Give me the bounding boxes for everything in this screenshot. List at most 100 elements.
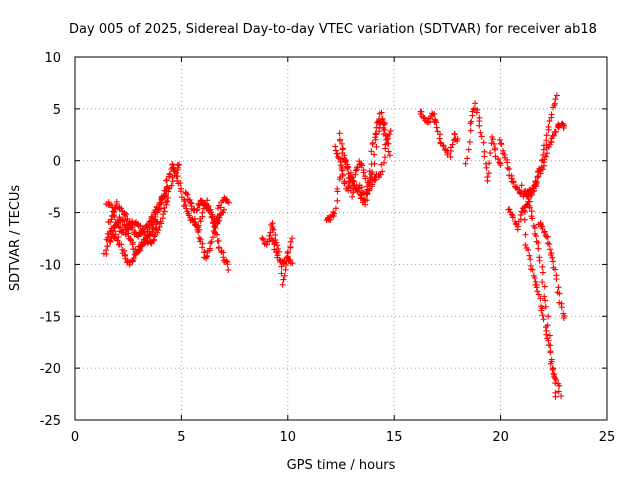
data-point xyxy=(166,185,173,192)
data-point xyxy=(206,245,213,252)
data-point xyxy=(107,237,114,244)
data-point xyxy=(539,263,546,270)
data-point xyxy=(549,254,556,261)
data-point xyxy=(161,208,168,215)
data-point xyxy=(544,233,551,240)
data-point xyxy=(278,263,285,270)
data-point xyxy=(109,212,116,219)
data-point xyxy=(495,155,502,162)
data-point xyxy=(183,205,190,212)
data-point xyxy=(111,208,118,215)
data-point xyxy=(465,146,472,153)
data-point xyxy=(339,172,346,179)
data-point xyxy=(275,248,282,255)
data-point xyxy=(535,239,542,246)
data-point xyxy=(539,312,546,319)
series-sat-l xyxy=(336,109,390,200)
data-point xyxy=(547,251,554,258)
data-point xyxy=(283,262,290,268)
data-point xyxy=(378,116,385,123)
data-point xyxy=(556,382,563,389)
data-point xyxy=(541,293,548,300)
x-tick-label: 25 xyxy=(599,430,616,445)
data-point xyxy=(520,193,527,200)
data-point xyxy=(373,131,380,138)
data-point xyxy=(545,123,552,130)
data-point xyxy=(504,164,511,171)
data-point xyxy=(436,135,443,142)
data-point xyxy=(546,332,553,339)
data-point xyxy=(506,206,513,213)
data-point xyxy=(352,167,359,174)
data-point xyxy=(341,152,348,159)
data-point xyxy=(130,255,137,262)
data-point xyxy=(476,122,483,129)
data-point xyxy=(335,153,342,160)
data-point xyxy=(481,153,488,160)
data-point xyxy=(373,143,380,150)
data-point xyxy=(462,160,469,167)
data-point xyxy=(486,160,493,167)
data-point xyxy=(221,206,228,213)
data-point xyxy=(181,198,188,205)
data-point xyxy=(433,119,440,126)
data-point xyxy=(103,247,110,254)
data-point xyxy=(149,229,156,236)
data-point xyxy=(484,177,491,184)
data-point xyxy=(487,150,494,157)
data-point xyxy=(468,118,475,125)
data-point xyxy=(368,161,375,168)
data-point xyxy=(366,177,373,184)
data-point xyxy=(174,162,181,169)
x-tick-label: 0 xyxy=(71,430,79,445)
data-point xyxy=(473,109,480,116)
data-point xyxy=(552,266,559,273)
data-point xyxy=(224,261,231,268)
data-point xyxy=(135,233,142,240)
data-point xyxy=(148,215,155,222)
data-point xyxy=(174,173,181,180)
data-point xyxy=(119,217,126,224)
data-point xyxy=(526,198,533,205)
data-point xyxy=(185,210,192,217)
data-point xyxy=(543,137,550,144)
data-point xyxy=(529,215,536,222)
data-point xyxy=(155,227,162,234)
data-point xyxy=(148,240,155,247)
data-point xyxy=(385,148,392,155)
data-point xyxy=(558,393,565,400)
data-point xyxy=(444,150,451,157)
data-point xyxy=(541,228,548,235)
data-point xyxy=(333,150,340,157)
data-point xyxy=(204,252,211,259)
data-point xyxy=(383,136,390,143)
x-tick-label: 10 xyxy=(280,430,297,445)
data-point xyxy=(144,238,151,245)
data-point xyxy=(546,241,553,248)
data-point xyxy=(550,365,557,372)
y-tick-label: 10 xyxy=(44,51,61,66)
data-point xyxy=(360,169,367,176)
data-point xyxy=(550,370,557,377)
data-point xyxy=(124,215,131,222)
data-point xyxy=(193,207,200,214)
data-point xyxy=(196,234,203,241)
data-point xyxy=(545,313,552,320)
data-point xyxy=(387,127,394,134)
data-point xyxy=(282,266,289,273)
data-point xyxy=(208,213,215,220)
data-point xyxy=(534,288,541,295)
data-point xyxy=(121,247,128,254)
data-point xyxy=(167,170,174,177)
data-point xyxy=(349,193,356,200)
data-point xyxy=(154,219,161,226)
data-point xyxy=(125,233,132,240)
data-point xyxy=(532,178,539,185)
data-point xyxy=(504,159,511,166)
data-point xyxy=(201,249,208,256)
data-point xyxy=(525,246,532,253)
series-sat-b xyxy=(103,161,183,247)
data-point xyxy=(380,131,387,138)
data-point xyxy=(536,257,543,264)
data-point xyxy=(114,237,121,244)
